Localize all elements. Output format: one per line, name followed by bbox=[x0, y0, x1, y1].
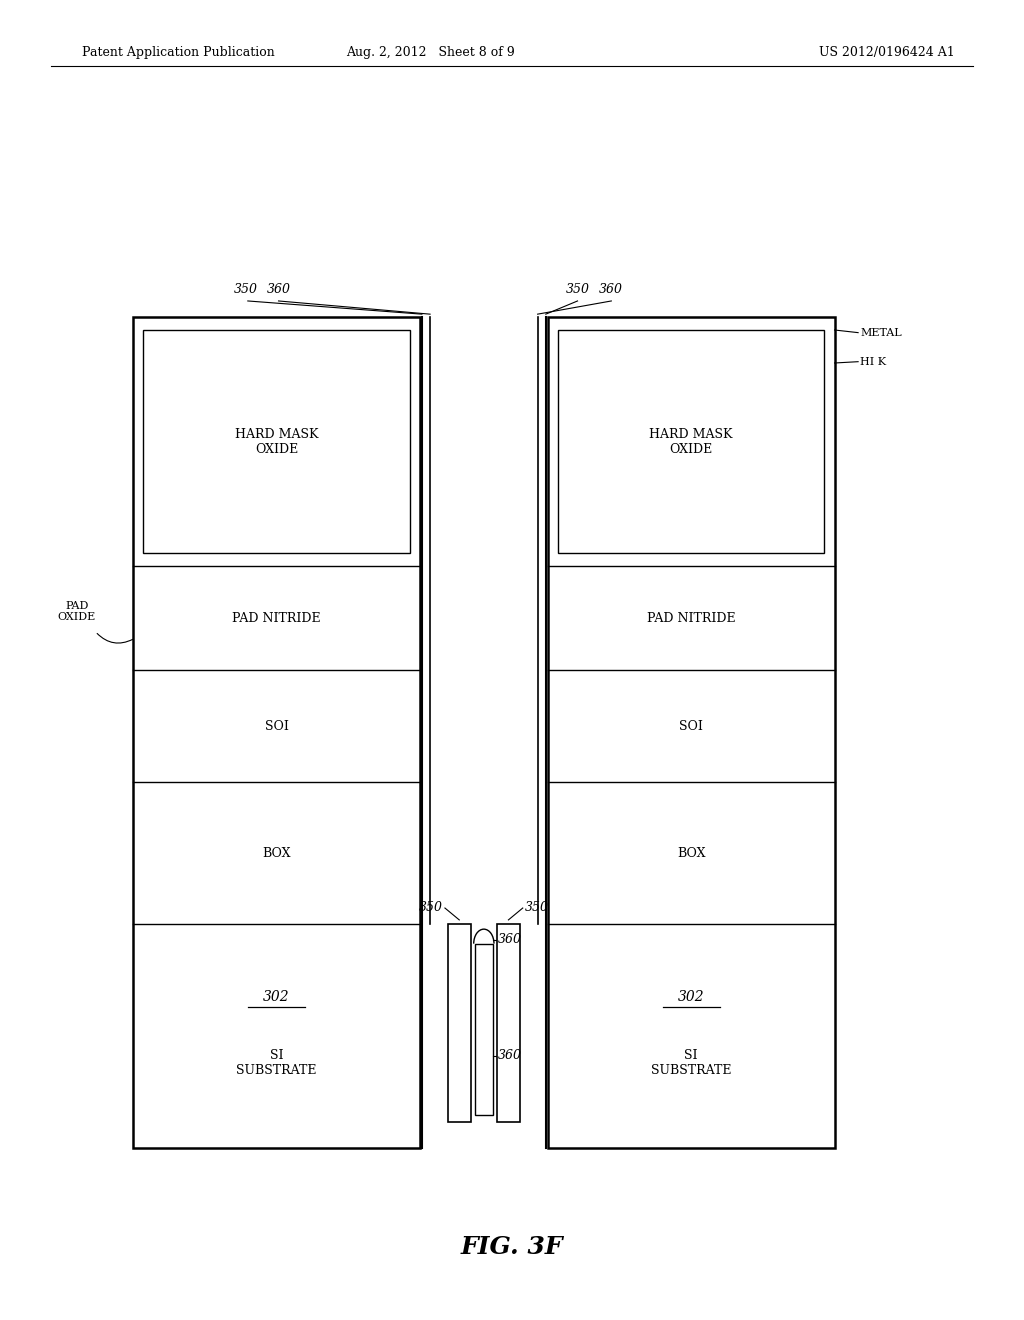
Text: 360: 360 bbox=[499, 933, 522, 946]
Bar bbox=[548, 317, 835, 1148]
Text: FIG. 3F: FIG. 3F bbox=[461, 1236, 563, 1259]
Text: US 2012/0196424 A1: US 2012/0196424 A1 bbox=[819, 46, 955, 59]
Text: SOI: SOI bbox=[264, 719, 289, 733]
Text: 302: 302 bbox=[678, 990, 705, 1003]
Text: 302: 302 bbox=[263, 990, 290, 1003]
Bar bbox=[133, 317, 420, 1148]
Text: 360: 360 bbox=[499, 1049, 522, 1063]
Text: SI
SUBSTRATE: SI SUBSTRATE bbox=[651, 1048, 731, 1077]
Text: 360: 360 bbox=[266, 282, 291, 296]
Text: BOX: BOX bbox=[262, 846, 291, 859]
Text: PAD NITRIDE: PAD NITRIDE bbox=[647, 611, 735, 624]
Text: PAD NITRIDE: PAD NITRIDE bbox=[232, 611, 321, 624]
Text: 350: 350 bbox=[419, 900, 442, 913]
Text: 350: 350 bbox=[525, 900, 549, 913]
Text: 350: 350 bbox=[565, 282, 590, 296]
Text: Patent Application Publication: Patent Application Publication bbox=[82, 46, 274, 59]
Text: HARD MASK
OXIDE: HARD MASK OXIDE bbox=[234, 428, 318, 455]
Text: SOI: SOI bbox=[679, 719, 703, 733]
Text: HI K: HI K bbox=[860, 356, 887, 367]
Text: HARD MASK
OXIDE: HARD MASK OXIDE bbox=[649, 428, 733, 455]
Bar bbox=[143, 330, 410, 553]
Text: SI
SUBSTRATE: SI SUBSTRATE bbox=[237, 1048, 316, 1077]
Text: Aug. 2, 2012   Sheet 8 of 9: Aug. 2, 2012 Sheet 8 of 9 bbox=[346, 46, 514, 59]
Text: BOX: BOX bbox=[677, 846, 706, 859]
Text: 350: 350 bbox=[233, 282, 258, 296]
Text: 360: 360 bbox=[599, 282, 624, 296]
Bar bbox=[558, 330, 824, 553]
Text: PAD
OXIDE: PAD OXIDE bbox=[57, 601, 96, 623]
Text: METAL: METAL bbox=[860, 327, 902, 338]
Bar bbox=[498, 924, 520, 1122]
Bar bbox=[475, 944, 494, 1115]
Bar bbox=[449, 924, 471, 1122]
